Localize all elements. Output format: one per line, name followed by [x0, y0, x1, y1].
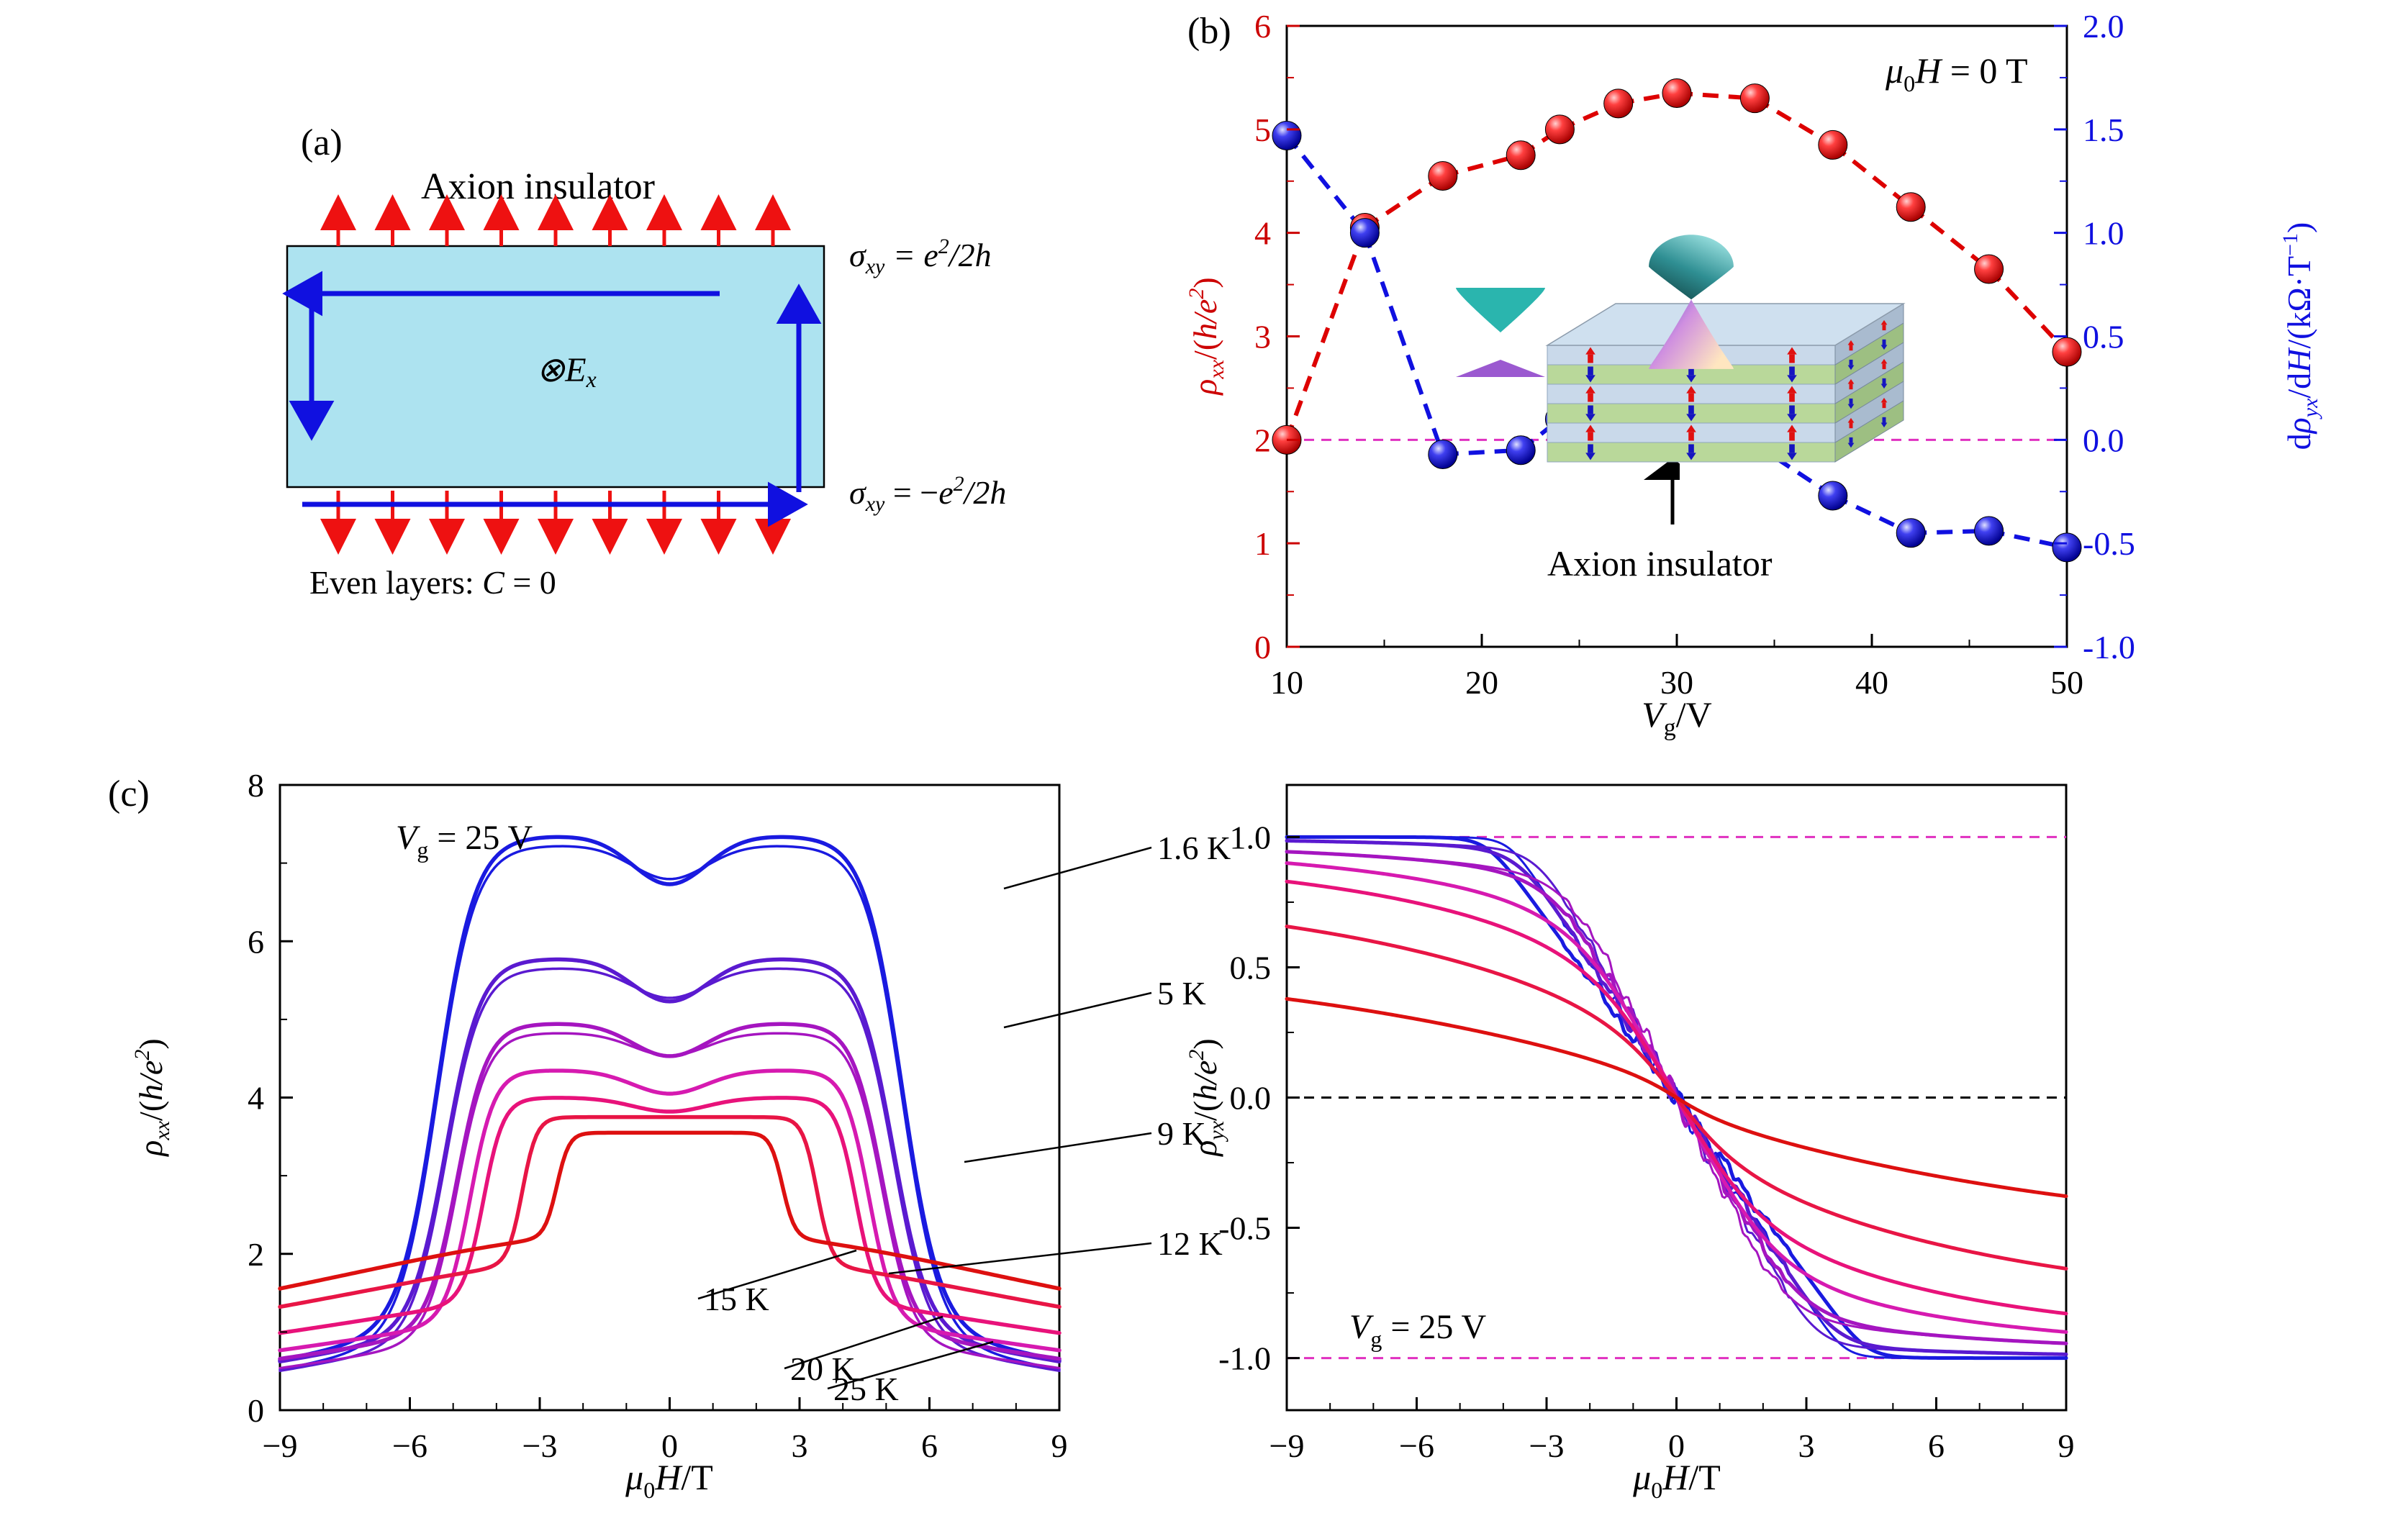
svg-text:0.5: 0.5 — [2083, 319, 2124, 355]
svg-text:3: 3 — [1254, 319, 1271, 355]
svg-text:ρyx/(h/e2): ρyx/(h/e2) — [1187, 1038, 1228, 1157]
svg-text:Vg = 25 V: Vg = 25 V — [1349, 1308, 1487, 1352]
svg-text:ρxx/(h/e2): ρxx/(h/e2) — [130, 1038, 174, 1157]
svg-text:-1.0: -1.0 — [1218, 1340, 1271, 1377]
svg-text:(b): (b) — [1187, 11, 1231, 52]
svg-text:6: 6 — [248, 923, 264, 960]
svg-text:ρxx/(h/e2): ρxx/(h/e2) — [1187, 277, 1228, 396]
svg-text:1.5: 1.5 — [2083, 112, 2124, 148]
svg-text:dρyx/dH/(kΩ·T−1): dρyx/dH/(kΩ·T−1) — [2278, 222, 2322, 450]
svg-text:(a): (a) — [301, 122, 343, 163]
svg-text:μ0H/T: μ0H/T — [1632, 1457, 1721, 1503]
svg-text:μ0H/T: μ0H/T — [625, 1457, 713, 1503]
svg-text:σxy = −e2/2h: σxy = −e2/2h — [849, 472, 1006, 516]
svg-text:−6: −6 — [1399, 1427, 1434, 1464]
svg-text:1: 1 — [1254, 525, 1271, 562]
svg-text:0.0: 0.0 — [1230, 1080, 1272, 1117]
svg-text:1.0: 1.0 — [1230, 819, 1272, 855]
svg-text:10: 10 — [1270, 664, 1303, 701]
svg-text:2: 2 — [1254, 422, 1271, 458]
svg-text:μ0H = 0 T: μ0H = 0 T — [1885, 50, 2028, 96]
svg-text:0.5: 0.5 — [1230, 949, 1272, 986]
svg-text:20: 20 — [1465, 664, 1498, 701]
svg-text:Even layers: C = 0: Even layers: C = 0 — [309, 564, 556, 601]
svg-text:(c): (c) — [108, 773, 150, 814]
svg-text:0: 0 — [1254, 629, 1271, 666]
svg-text:9: 9 — [1051, 1427, 1068, 1464]
svg-text:15 K: 15 K — [704, 1281, 769, 1317]
svg-text:2.0: 2.0 — [2083, 8, 2124, 45]
svg-text:5: 5 — [1254, 112, 1271, 148]
svg-text:40: 40 — [1855, 664, 1888, 701]
svg-text:−3: −3 — [1529, 1427, 1565, 1464]
svg-text:6: 6 — [921, 1427, 938, 1464]
svg-text:6: 6 — [1254, 8, 1271, 45]
svg-text:0.0: 0.0 — [2083, 422, 2124, 458]
svg-text:50: 50 — [2050, 664, 2083, 701]
svg-text:-0.5: -0.5 — [2083, 525, 2135, 562]
svg-text:σxy = e2/2h: σxy = e2/2h — [849, 235, 992, 278]
svg-text:−9: −9 — [1269, 1427, 1305, 1464]
svg-text:3: 3 — [1798, 1427, 1815, 1464]
svg-text:Axion insulator: Axion insulator — [1547, 543, 1773, 583]
svg-text:−6: −6 — [392, 1427, 427, 1464]
svg-text:25 K: 25 K — [833, 1371, 899, 1407]
svg-text:9: 9 — [2058, 1427, 2075, 1464]
svg-text:Vg/V: Vg/V — [1642, 694, 1712, 741]
svg-text:6: 6 — [1928, 1427, 1945, 1464]
svg-text:-1.0: -1.0 — [2083, 629, 2135, 666]
svg-text:2: 2 — [248, 1236, 264, 1273]
svg-text:8: 8 — [248, 767, 264, 804]
svg-text:4: 4 — [1254, 215, 1271, 252]
svg-text:4: 4 — [248, 1080, 264, 1117]
svg-text:-0.5: -0.5 — [1218, 1210, 1271, 1247]
svg-text:Vg = 25 V: Vg = 25 V — [396, 819, 533, 863]
svg-text:0: 0 — [248, 1392, 264, 1429]
svg-text:−3: −3 — [522, 1427, 558, 1464]
svg-text:1.0: 1.0 — [2083, 215, 2124, 252]
svg-text:Axion insulator: Axion insulator — [421, 166, 655, 207]
svg-text:−9: −9 — [263, 1427, 298, 1464]
svg-text:3: 3 — [792, 1427, 808, 1464]
